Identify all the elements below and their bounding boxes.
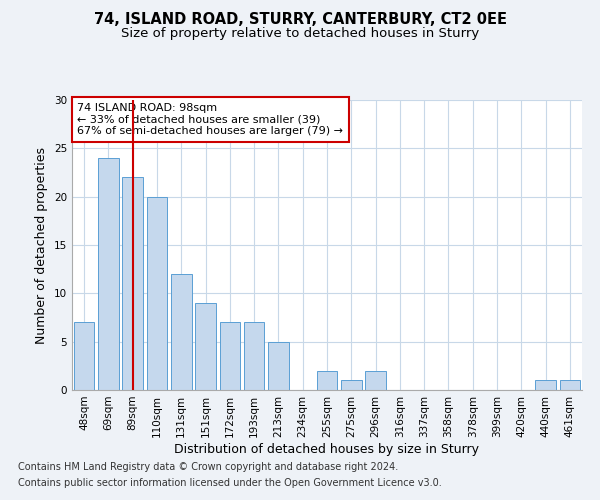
Bar: [365, 370, 386, 390]
Y-axis label: Number of detached properties: Number of detached properties: [35, 146, 49, 344]
Bar: [220, 322, 240, 390]
Text: 74 ISLAND ROAD: 98sqm
← 33% of detached houses are smaller (39)
67% of semi-deta: 74 ISLAND ROAD: 98sqm ← 33% of detached …: [77, 103, 343, 136]
Bar: [195, 303, 216, 390]
Bar: [74, 322, 94, 390]
Bar: [268, 342, 289, 390]
Bar: [171, 274, 191, 390]
Text: Size of property relative to detached houses in Sturry: Size of property relative to detached ho…: [121, 28, 479, 40]
Text: 74, ISLAND ROAD, STURRY, CANTERBURY, CT2 0EE: 74, ISLAND ROAD, STURRY, CANTERBURY, CT2…: [94, 12, 506, 28]
Bar: [535, 380, 556, 390]
X-axis label: Distribution of detached houses by size in Sturry: Distribution of detached houses by size …: [175, 442, 479, 456]
Bar: [146, 196, 167, 390]
Text: Contains HM Land Registry data © Crown copyright and database right 2024.: Contains HM Land Registry data © Crown c…: [18, 462, 398, 472]
Bar: [122, 178, 143, 390]
Bar: [341, 380, 362, 390]
Bar: [317, 370, 337, 390]
Bar: [98, 158, 119, 390]
Bar: [244, 322, 265, 390]
Bar: [560, 380, 580, 390]
Text: Contains public sector information licensed under the Open Government Licence v3: Contains public sector information licen…: [18, 478, 442, 488]
